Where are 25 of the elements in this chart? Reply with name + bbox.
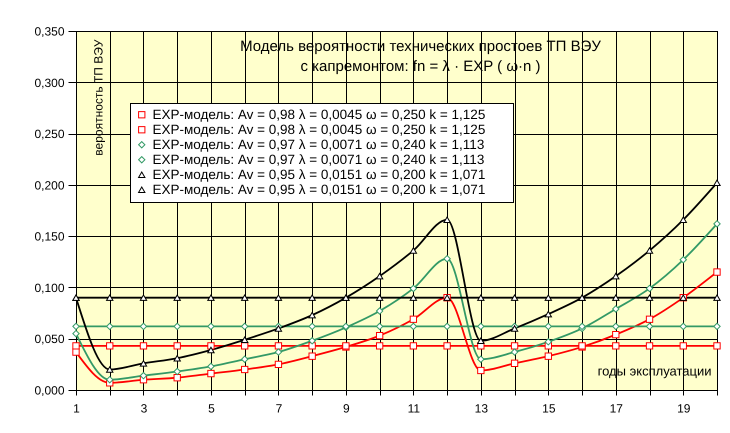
x-tick-label: 1 (73, 402, 80, 416)
legend-label: EXP-модель: Av = 0,98 λ = 0,0045 ω = 0,250 k = 1,125 (152, 122, 486, 137)
y-axis-title: вероятность ТП ВЭУ (92, 39, 106, 156)
y-tick-label: 0,150 (34, 230, 65, 244)
y-tick-label: 0,100 (34, 280, 65, 295)
y-tick-label: 0,050 (34, 332, 65, 346)
y-tick-label: 0,000 (34, 384, 65, 398)
x-tick-label: 15 (542, 402, 556, 416)
legend-label: EXP-модель: Av = 0,95 λ = 0,0151 ω = 0,200 k = 1,071 (152, 182, 486, 197)
legend-label: EXP-модель: Av = 0,97 λ = 0,0071 ω = 0,240 k = 1,113 (152, 136, 484, 152)
y-tick-label: 0,350 (34, 24, 65, 38)
x-tick-label: 5 (208, 402, 216, 416)
y-tick-label: 0,300 (34, 76, 65, 90)
y-tick-label: 0,250 (34, 127, 65, 142)
x-tick-label: 7 (276, 402, 283, 416)
legend-label: EXP-модель: Av = 0,97 λ = 0,0071 ω = 0,240 k = 1,113 (152, 152, 484, 167)
x-tick-label: 11 (408, 402, 420, 416)
legend-label: EXP-модель: Av = 0,98 λ = 0,0045 ω = 0,250 k = 1,125 (152, 106, 486, 122)
y-tick-label: 0,200 (34, 178, 65, 192)
x-tick-label: 19 (677, 402, 691, 416)
x-tick-label: 9 (343, 402, 350, 416)
legend-label: EXP-модель: Av = 0,95 λ = 0,0151 ω = 0,200 k = 1,071 (152, 166, 486, 182)
x-tick-label: 3 (140, 402, 148, 416)
x-tick-label: 13 (474, 402, 488, 416)
x-tick-label: 17 (610, 402, 624, 416)
